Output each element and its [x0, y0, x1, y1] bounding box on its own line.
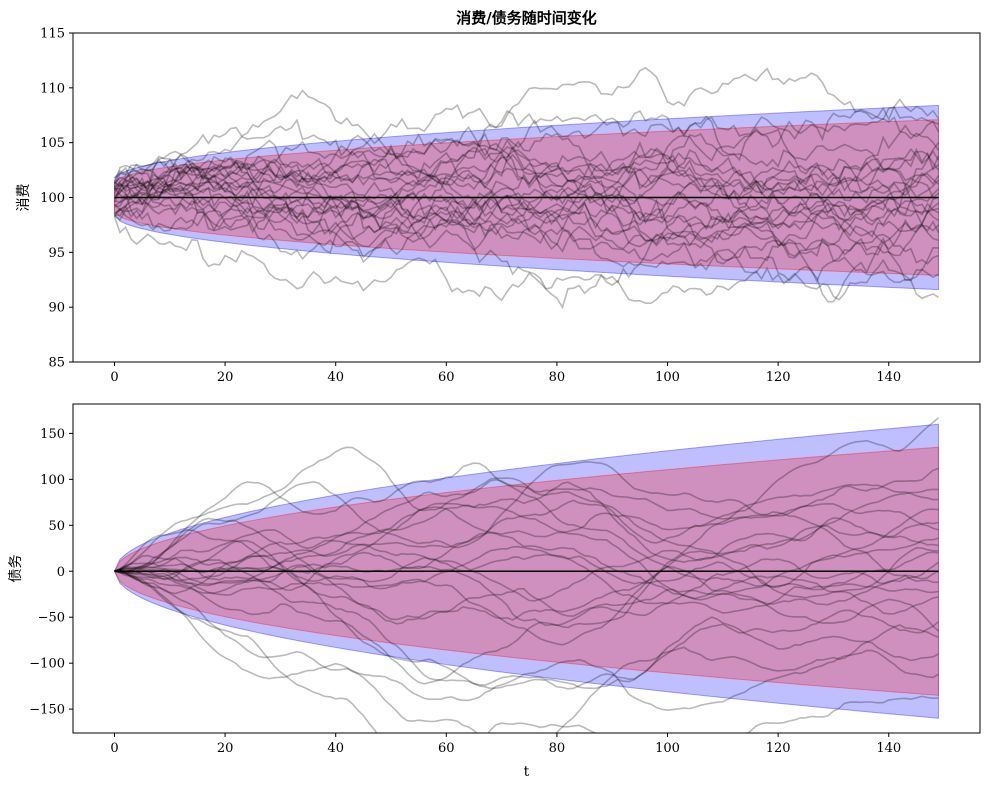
sample-path	[113, 66, 939, 193]
y-tick-label: 95	[48, 246, 65, 261]
y-axis-label: 消费	[16, 184, 32, 212]
sample-path	[114, 565, 939, 646]
y-tick-label: 0	[57, 565, 65, 580]
y-tick-label: −100	[29, 657, 65, 672]
sample-path	[114, 417, 940, 591]
x-tick-label: 40	[327, 741, 344, 756]
sample-path	[114, 570, 939, 733]
y-tick-label: 105	[40, 136, 65, 151]
x-tick-label: 100	[655, 370, 680, 385]
x-tick-label: 80	[549, 741, 566, 756]
x-tick-label: 140	[876, 741, 901, 756]
sample-path	[113, 116, 940, 233]
y-axis-label: 债务	[8, 555, 24, 583]
x-tick-label: 100	[655, 741, 680, 756]
x-axis-label: t	[524, 764, 530, 780]
sample-path	[114, 461, 939, 584]
sample-path	[114, 570, 940, 685]
sample-path	[114, 488, 939, 621]
x-tick-label: 0	[110, 370, 118, 385]
x-tick-label: 140	[876, 370, 901, 385]
sample-path	[113, 191, 940, 251]
sample-path	[113, 174, 940, 271]
sample-path	[113, 149, 940, 235]
x-tick-label: 120	[766, 741, 791, 756]
sample-path	[114, 480, 939, 573]
sample-path	[114, 109, 940, 199]
sample-path	[113, 118, 939, 217]
sample-path	[114, 529, 939, 614]
sample-path	[114, 517, 939, 602]
plot-area	[113, 417, 940, 733]
sample-path	[114, 569, 939, 712]
sample-path	[114, 483, 939, 629]
y-tick-label: 110	[40, 81, 65, 96]
sample-path	[114, 162, 940, 256]
sample-path	[114, 446, 939, 573]
x-tick-label: 120	[766, 370, 791, 385]
y-tick-label: 100	[40, 473, 65, 488]
y-tick-label: 100	[40, 191, 65, 206]
sample-path	[113, 179, 939, 261]
sample-path	[114, 145, 939, 259]
y-tick-label: 90	[48, 301, 65, 316]
sample-path	[114, 186, 939, 284]
plot-area	[113, 66, 940, 310]
y-tick-label: 85	[48, 356, 65, 371]
sample-path	[114, 558, 940, 625]
sample-path	[114, 545, 939, 615]
x-tick-label: 0	[110, 741, 118, 756]
x-tick-label: 60	[438, 370, 455, 385]
y-tick-label: 150	[40, 427, 65, 442]
sample-path	[113, 166, 940, 303]
y-tick-label: −50	[38, 611, 65, 626]
sample-path	[114, 478, 939, 588]
x-tick-label: 20	[217, 741, 234, 756]
sample-path	[114, 462, 939, 591]
sample-path	[114, 481, 939, 574]
sample-path	[113, 176, 940, 253]
x-tick-label: 20	[217, 370, 234, 385]
sample-path	[114, 120, 940, 234]
axes-frame	[72, 403, 981, 734]
sample-path	[113, 132, 940, 218]
sample-path	[113, 216, 939, 310]
sample-path	[114, 138, 940, 204]
x-tick-label: 60	[438, 741, 455, 756]
consumption-plot: 0 20 40 60 80 100 120 140 85 90 95 100 105 110 115 消费/债…	[16, 9, 981, 385]
x-tick-label: 40	[327, 370, 344, 385]
sample-path	[114, 554, 940, 690]
sample-path	[113, 155, 939, 264]
sample-path	[114, 562, 939, 690]
sample-path	[113, 153, 939, 283]
sample-path	[114, 570, 939, 733]
sample-path	[113, 164, 939, 282]
x-tick-label: 80	[549, 370, 566, 385]
y-tick-label: −150	[29, 703, 65, 718]
debt-plot: 0 20 40 60 80 100 120 140 −150 −100 −50 0 50 100 150 债务…	[8, 403, 981, 780]
sample-path	[113, 89, 940, 184]
sample-path	[113, 98, 940, 241]
sample-path	[114, 125, 940, 225]
sample-path	[114, 531, 939, 600]
y-tick-label: 50	[48, 519, 65, 534]
sample-path	[113, 133, 940, 205]
sample-path	[114, 502, 939, 601]
chart-title: 消费/债务随时间变化	[456, 9, 596, 27]
y-tick-label: 115	[40, 27, 65, 42]
sample-path	[114, 150, 940, 290]
sample-path	[113, 148, 939, 226]
